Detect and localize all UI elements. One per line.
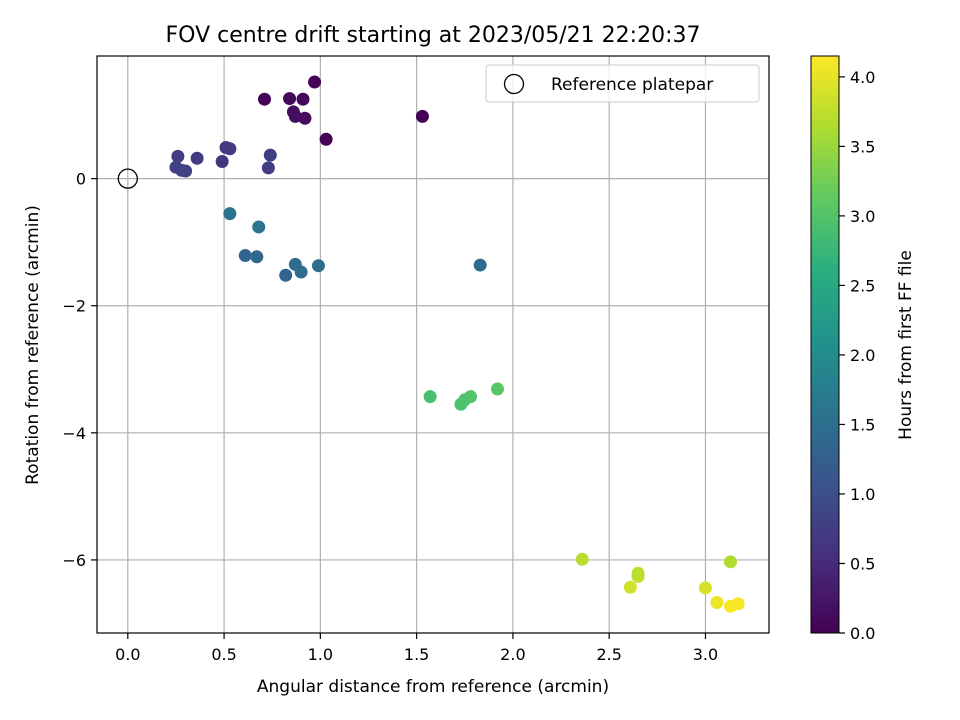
colorbar-tick-label: 1.5: [850, 415, 875, 434]
legend: Reference platepar: [485, 64, 760, 103]
scatter-point: [491, 382, 505, 396]
x-axis-label: Angular distance from reference (arcmin): [257, 677, 609, 697]
y-tick-label: 0: [76, 170, 86, 189]
colorbar-tick-label: 0.5: [850, 554, 875, 573]
reference-platepar-marker: [117, 168, 138, 189]
legend-label: Reference platepar: [551, 75, 713, 95]
scatter-point: [250, 250, 264, 264]
legend-box: [485, 64, 760, 103]
scatter-point: [258, 92, 272, 106]
gridlines: [97, 56, 769, 633]
scatter-point: [631, 566, 645, 580]
scatter-point: [215, 154, 229, 168]
scatter-point: [252, 220, 266, 234]
reference-marker-layer: [117, 168, 138, 189]
scatter-point: [223, 142, 237, 156]
x-tick-label: 0.0: [115, 645, 140, 664]
scatter-point: [473, 258, 487, 272]
colorbar-tick-label: 2.0: [850, 346, 875, 365]
y-tick-label: −2: [62, 297, 86, 316]
colorbar-tick-label: 1.0: [850, 485, 875, 504]
scatter-point: [298, 111, 312, 125]
chart-title: FOV centre drift starting at 2023/05/21 …: [166, 23, 701, 48]
scatter-point: [623, 580, 637, 594]
colorbar-tick-label: 2.5: [850, 276, 875, 295]
x-tick-label: 3.0: [693, 645, 718, 664]
scatter-point: [698, 581, 712, 595]
scatter-point: [261, 161, 275, 175]
colorbar-tick-label: 3.5: [850, 137, 875, 156]
scatter-point: [710, 595, 724, 609]
scatter-point: [283, 92, 297, 106]
x-tick-label: 2.0: [500, 645, 525, 664]
y-tick-label: −4: [62, 424, 86, 443]
scatter-point: [179, 164, 193, 178]
scatter-point: [190, 151, 204, 165]
scatter-point: [319, 132, 333, 146]
scatter-point: [308, 75, 322, 89]
colorbar-label: Hours from first FF file: [896, 250, 916, 440]
scatter-point: [575, 552, 589, 566]
scatter-point: [723, 555, 737, 569]
data-points: [169, 75, 745, 613]
x-tick-label: 2.5: [596, 645, 621, 664]
scatter-point: [279, 268, 293, 282]
colorbar-tick-label: 4.0: [850, 68, 875, 87]
scatter-point: [238, 249, 252, 263]
colorbar-tick-label: 0.0: [850, 624, 875, 643]
colorbar-tick-label: 3.0: [850, 207, 875, 226]
scatter-point: [423, 390, 437, 404]
scatter-point: [171, 149, 185, 163]
legend-hollow-circle-icon: [503, 73, 525, 95]
scatter-point: [288, 109, 302, 123]
x-axis-ticks: 0.0 0.5 1.0 1.5 2.0 2.5 3.0: [115, 633, 718, 664]
x-tick-label: 1.5: [404, 645, 429, 664]
y-axis-ticks: 0 −2 −4 −6: [62, 170, 97, 570]
x-tick-label: 1.0: [308, 645, 333, 664]
scatter-point: [223, 207, 237, 221]
scatter-point: [311, 259, 325, 273]
colorbar-gradient: [810, 55, 840, 634]
scatter-point: [296, 92, 310, 106]
scatter-point: [731, 597, 745, 611]
scatter-point: [464, 390, 478, 404]
y-axis-label: Rotation from reference (arcmin): [23, 205, 43, 485]
y-tick-label: −6: [62, 551, 86, 570]
plot-frame: [96, 55, 770, 634]
scatter-point: [263, 148, 277, 162]
x-tick-label: 0.5: [211, 645, 236, 664]
scatter-point: [415, 109, 429, 123]
colorbar-ticks: 0.0 0.5 1.0 1.5 2.0 2.5 3.0 3.5 4.0: [839, 68, 875, 643]
scatter-point: [294, 265, 308, 279]
colorbar: 0.0 0.5 1.0 1.5 2.0 2.5 3.0 3.5 4.0 Hours from f…: [810, 55, 916, 643]
